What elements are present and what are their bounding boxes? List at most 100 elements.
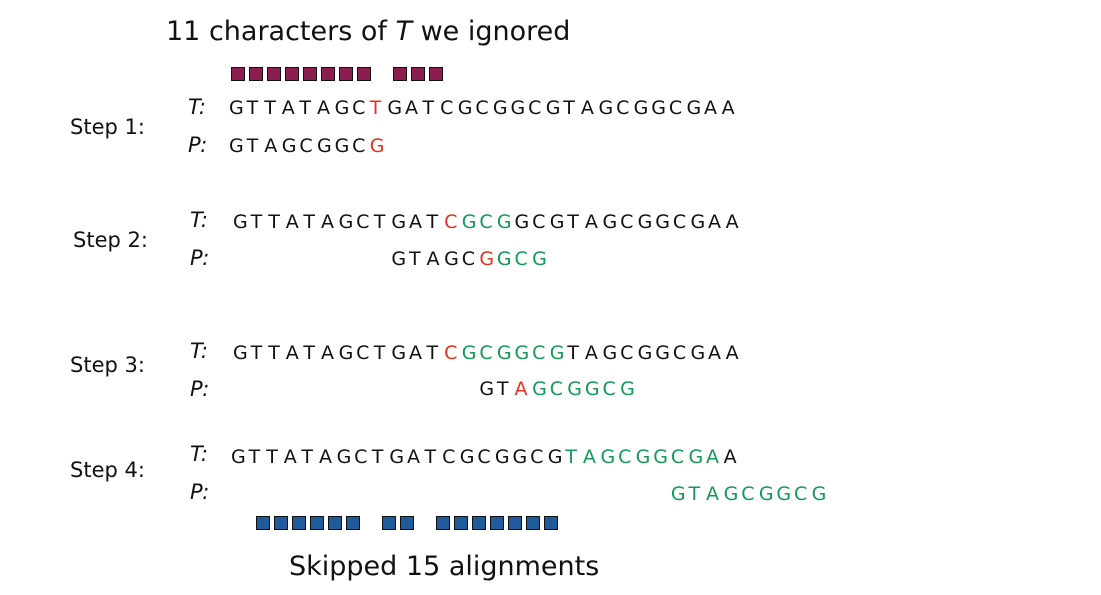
step-1-text-char: C — [528, 97, 542, 119]
step-1-pattern-char: G — [229, 135, 244, 157]
step-2-t-label: T: — [190, 208, 208, 232]
step-1-text-char: A — [281, 97, 295, 119]
skipped-alignment-box — [454, 516, 468, 530]
ignored-char-box-gap — [375, 67, 389, 81]
skipped-alignment-box — [544, 516, 558, 530]
step-3-text-char: T — [268, 342, 280, 364]
step-3-text-char: G — [391, 342, 407, 364]
step-4-text-char: G — [231, 446, 246, 468]
step-4-pattern-char: C — [741, 483, 755, 505]
step-3-text-char: T — [303, 342, 315, 364]
step-2-text-char: G — [549, 211, 565, 233]
step-3-text-char: T — [250, 342, 263, 364]
step-4-t-label: T: — [190, 442, 208, 466]
step-4-label: Step 4: — [70, 458, 145, 482]
top-caption: 11 characters of T we ignored — [166, 16, 570, 47]
step-4-text-char: G — [336, 446, 352, 468]
skipped-alignment-box — [526, 516, 540, 530]
step-2-p-label: P: — [190, 246, 210, 270]
ignored-char-box — [411, 67, 425, 81]
skipped-alignment-box — [346, 516, 360, 530]
step-3-text-char: C — [532, 342, 546, 364]
skipped-alignment-box — [436, 516, 450, 530]
step-3-pattern-char: G — [620, 378, 635, 400]
step-3-text-char: G — [461, 342, 477, 364]
step-3-text-char: A — [708, 342, 722, 364]
step-4-text-char: G — [494, 446, 510, 468]
step-4-text-char: G — [600, 446, 616, 468]
step-3-text-char: A — [408, 342, 422, 364]
ignored-char-box — [393, 67, 407, 81]
step-2-text-char: C — [479, 211, 493, 233]
step-4-text-char: A — [318, 446, 332, 468]
skipped-alignment-box — [274, 516, 288, 530]
step-2-label: Step 2: — [73, 228, 148, 252]
step-3-pattern-char: G — [532, 378, 547, 400]
ignored-char-box — [267, 67, 281, 81]
step-4-text-char: C — [354, 446, 368, 468]
ignored-char-box — [339, 67, 353, 81]
step-1-text-char: G — [229, 97, 244, 119]
step-2-pattern-char: G — [444, 248, 459, 270]
step-4-pattern-char: G — [811, 483, 827, 505]
step-1-text-char: G — [598, 97, 614, 119]
step-2-text-char: A — [584, 211, 598, 233]
step-4-text-char: C — [477, 446, 491, 468]
step-1-text-char: G — [651, 97, 666, 119]
step-4-text-char: C — [670, 446, 685, 468]
step-1-t-label: T: — [188, 95, 206, 119]
step-1-text-char: T — [369, 97, 382, 119]
step-4-text-char: C — [442, 446, 456, 468]
step-2-pattern-char: G — [479, 248, 495, 270]
step-2-pattern-char: T — [408, 248, 421, 270]
top-caption-italic: T — [395, 16, 413, 47]
skipped-alignment-box — [382, 516, 396, 530]
step-2-text-char: T — [426, 211, 439, 233]
step-1-pattern-char: G — [316, 135, 332, 157]
step-2-text-char: C — [672, 211, 687, 233]
step-3-text-char: A — [584, 342, 598, 364]
skipped-alignment-box — [310, 516, 324, 530]
ignored-characters-boxes — [231, 67, 447, 81]
step-4-text-char: G — [688, 446, 704, 468]
ignored-char-box — [429, 67, 443, 81]
step-1-text-char: T — [422, 97, 435, 119]
step-4-text-char: C — [618, 446, 632, 468]
step-1-label: Step 1: — [70, 115, 145, 139]
step-4-p-label: P: — [190, 480, 210, 504]
step-3-text-char: A — [320, 342, 334, 364]
step-4-text-char: T — [565, 446, 577, 468]
step-4-pattern-char: A — [706, 483, 720, 505]
step-3-text-char: G — [514, 342, 530, 364]
step-2-text-char: G — [602, 211, 618, 233]
step-1-text-char: T — [563, 97, 575, 119]
ignored-char-box — [303, 67, 317, 81]
ignored-char-box — [249, 67, 263, 81]
step-1-text-char: G — [387, 97, 403, 119]
step-2-text-char: G — [637, 211, 653, 233]
step-1-pattern-char: G — [334, 135, 350, 157]
step-1-text-char: C — [475, 97, 489, 119]
ignored-char-box — [321, 67, 335, 81]
step-2-text-char: C — [532, 211, 546, 233]
skipped-alignment-box-gap — [364, 516, 378, 530]
step-1-p-label: P: — [188, 133, 208, 157]
step-3-pattern-char: A — [514, 378, 528, 400]
step-1-text-char: C — [440, 97, 454, 119]
step-1-text-char: A — [316, 97, 330, 119]
step-1-text-char: C — [616, 97, 630, 119]
step-2-pattern-char: G — [496, 248, 512, 270]
step-4-text-char: A — [723, 446, 737, 468]
step-3-t-label: T: — [190, 339, 208, 363]
step-2-text-char: G — [655, 211, 670, 233]
step-4-pattern-char: G — [723, 483, 739, 505]
step-4-text-char: T — [301, 446, 313, 468]
skipped-alignment-box — [472, 516, 486, 530]
step-4-text-char: G — [512, 446, 528, 468]
step-3-text-char: C — [620, 342, 634, 364]
step-1-text-char: A — [404, 97, 418, 119]
step-2-text-char: A — [408, 211, 422, 233]
step-3-text-char: G — [637, 342, 653, 364]
